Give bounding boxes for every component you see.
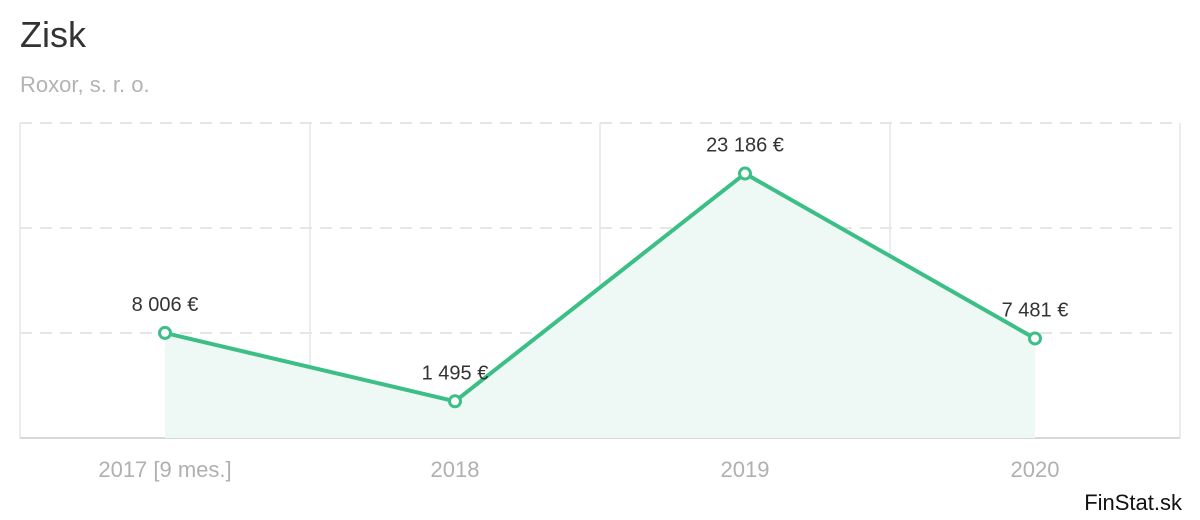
x-tick-label: 2019 xyxy=(721,457,770,482)
data-label: 7 481 € xyxy=(1002,299,1069,321)
data-label: 8 006 € xyxy=(132,294,199,316)
series-line xyxy=(164,171,1036,404)
data-point xyxy=(158,325,172,340)
x-tick-label: 2017 [9 mes.] xyxy=(98,457,231,482)
data-point xyxy=(448,394,462,409)
chart-title: Zisk xyxy=(20,14,86,55)
data-point xyxy=(738,166,752,181)
brand-label: FinStat.sk xyxy=(1084,490,1182,515)
series-area xyxy=(165,173,1035,438)
data-label: 23 186 € xyxy=(706,135,784,157)
data-point xyxy=(1028,331,1042,346)
x-tick-label: 2020 xyxy=(1011,457,1060,482)
chart-subtitle: Roxor, s. r. o. xyxy=(20,72,150,97)
data-label: 1 495 € xyxy=(422,362,489,384)
x-tick-label: 2018 xyxy=(431,457,480,482)
